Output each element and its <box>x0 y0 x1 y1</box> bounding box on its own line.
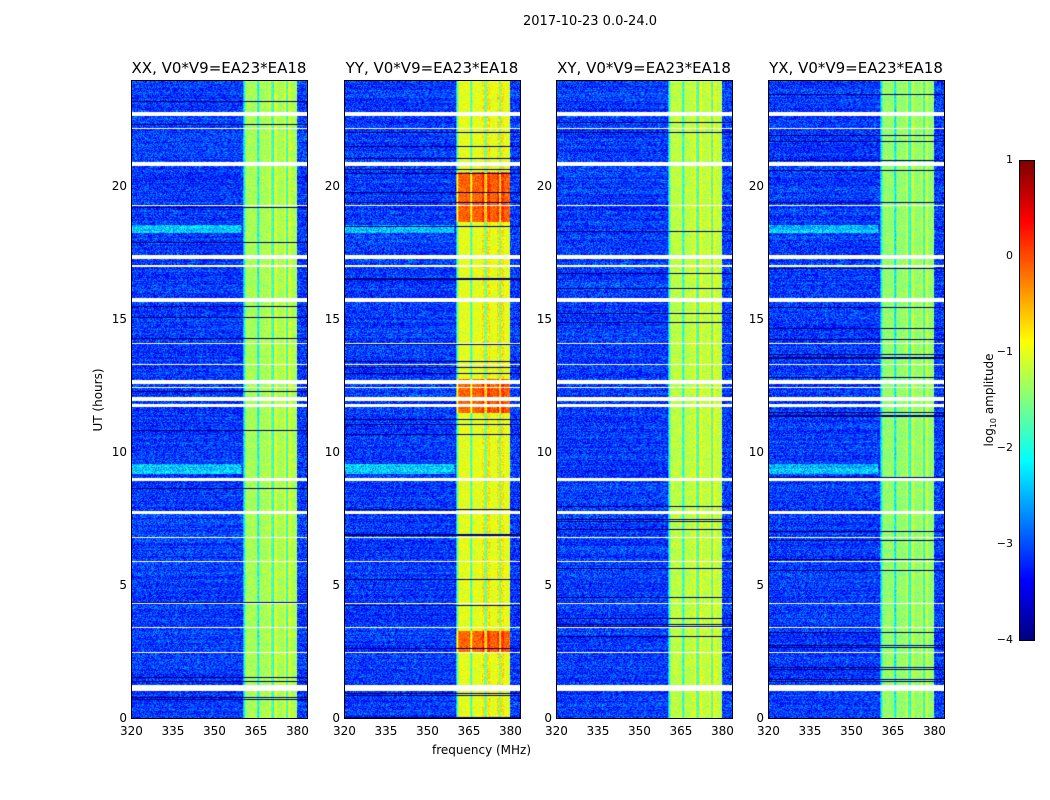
x-tick-label: 350 <box>415 724 439 738</box>
y-tick-label: 0 <box>756 711 764 725</box>
colorbar-label: log10 amplitude <box>981 353 999 447</box>
figure-title: 2017-10-23 0.0-24.0 <box>523 14 657 29</box>
x-tick-label: 335 <box>586 724 610 738</box>
x-tick-label: 320 <box>120 724 143 738</box>
colorbar-tick-label: −2 <box>996 441 1013 454</box>
heatmap-panel-1 <box>344 80 521 719</box>
heatmap-image <box>769 81 944 718</box>
colorbar-tick-label: −3 <box>996 537 1013 550</box>
y-axis-label: UT (hours) <box>91 368 105 432</box>
x-tick-label: 335 <box>374 724 398 738</box>
x-tick-label: 380 <box>922 724 946 738</box>
x-tick-label: 335 <box>161 724 185 738</box>
y-tick-label: 0 <box>332 711 340 725</box>
y-tick-label: 5 <box>544 577 552 592</box>
x-tick-label: 365 <box>881 724 905 738</box>
y-tick-label: 5 <box>332 577 340 592</box>
y-tick-label: 15 <box>536 311 552 326</box>
x-axis-label: frequency (MHz) <box>432 743 532 757</box>
heatmap-panel-0 <box>131 80 308 719</box>
x-tick-label: 365 <box>669 724 693 738</box>
y-tick-label: 15 <box>748 311 764 326</box>
heatmap-image <box>132 81 307 718</box>
y-tick-label: 5 <box>119 577 127 592</box>
panel-title: XY, V0*V9=EA23*EA18 <box>557 59 731 77</box>
x-tick-label: 380 <box>498 724 522 738</box>
y-tick-label: 20 <box>111 178 127 193</box>
x-tick-label: 365 <box>457 724 481 738</box>
heatmap-image <box>557 81 732 718</box>
x-tick-label: 380 <box>710 724 734 738</box>
y-tick-label: 5 <box>756 577 764 592</box>
y-tick-label: 0 <box>544 711 552 725</box>
heatmap-image <box>345 81 520 718</box>
y-tick-label: 0 <box>119 711 127 725</box>
x-tick-label: 320 <box>757 724 780 738</box>
panel-title: XX, V0*V9=EA23*EA18 <box>131 59 307 77</box>
x-tick-label: 335 <box>798 724 822 738</box>
y-tick-label: 10 <box>748 444 764 459</box>
colorbar-tick-label: −1 <box>996 345 1013 358</box>
x-tick-label: 350 <box>839 724 863 738</box>
x-tick-label: 350 <box>627 724 651 738</box>
x-tick-label: 365 <box>244 724 268 738</box>
x-tick-label: 350 <box>202 724 226 738</box>
panel-title: YX, V0*V9=EA23*EA18 <box>769 59 943 77</box>
colorbar-tick-label: 0 <box>1006 249 1013 262</box>
x-tick-label: 320 <box>333 724 356 738</box>
panel-title: YY, V0*V9=EA23*EA18 <box>345 59 519 77</box>
y-tick-label: 10 <box>111 444 127 459</box>
y-tick-label: 15 <box>111 311 127 326</box>
heatmap-panel-3 <box>768 80 945 719</box>
x-tick-label: 380 <box>285 724 309 738</box>
y-tick-label: 10 <box>324 444 340 459</box>
y-tick-label: 15 <box>324 311 340 326</box>
y-tick-label: 20 <box>748 178 764 193</box>
colorbar <box>1019 160 1035 641</box>
y-tick-label: 20 <box>324 178 340 193</box>
x-tick-label: 320 <box>545 724 568 738</box>
y-tick-label: 20 <box>536 178 552 193</box>
heatmap-panel-2 <box>556 80 733 719</box>
colorbar-tick-label: −4 <box>996 633 1013 646</box>
y-tick-label: 10 <box>536 444 552 459</box>
colorbar-tick-label: 1 <box>1006 153 1013 166</box>
